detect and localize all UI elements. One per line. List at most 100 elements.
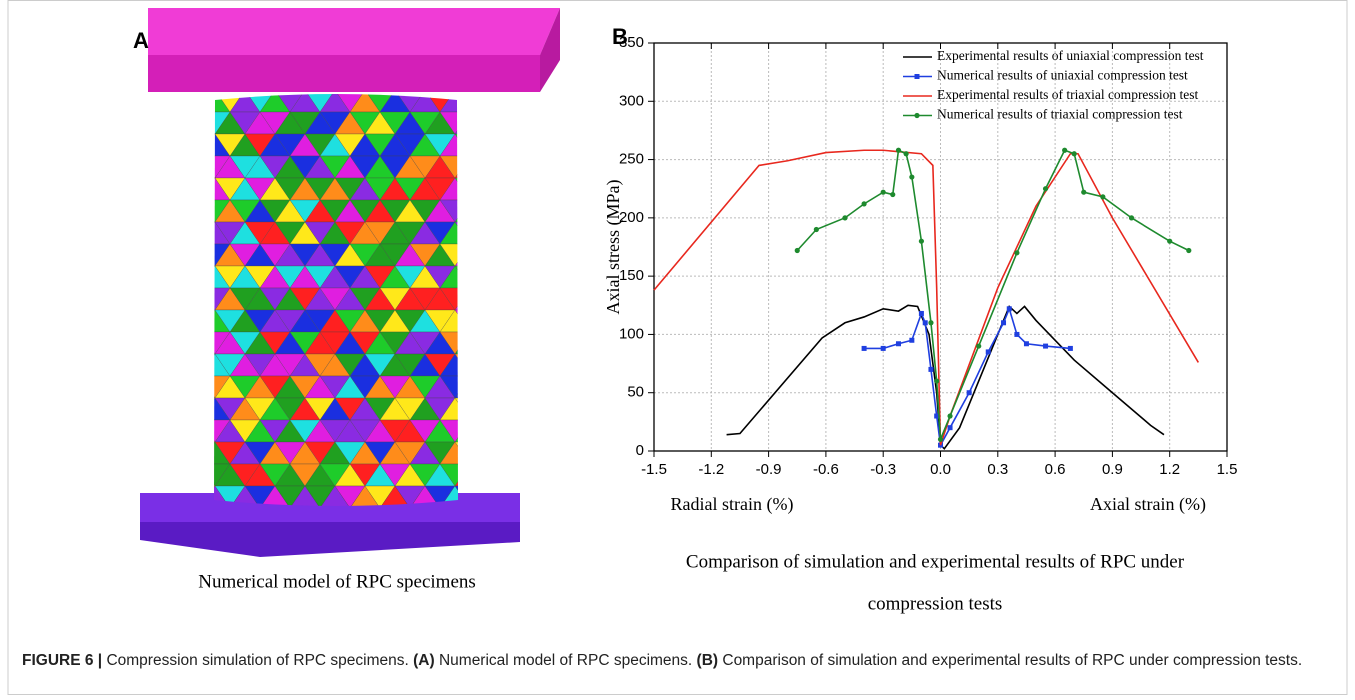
mesh-face bbox=[470, 288, 500, 310]
y-tick-label: 100 bbox=[619, 325, 644, 342]
mesh-face bbox=[185, 266, 215, 288]
marker bbox=[934, 378, 939, 383]
x-tick-label: -0.9 bbox=[756, 461, 782, 478]
mesh-face bbox=[170, 310, 200, 332]
marker bbox=[923, 320, 928, 325]
marker bbox=[919, 311, 924, 316]
mesh-face bbox=[185, 420, 215, 442]
marker bbox=[915, 74, 920, 79]
marker bbox=[795, 248, 800, 253]
mesh-face bbox=[470, 178, 500, 200]
marker bbox=[948, 425, 953, 430]
y-tick-label: 0 bbox=[636, 442, 644, 459]
mesh-face bbox=[455, 332, 485, 354]
y-tick-label: 250 bbox=[619, 151, 644, 168]
mesh-face bbox=[470, 266, 500, 288]
marker bbox=[928, 320, 933, 325]
marker bbox=[814, 227, 819, 232]
marker bbox=[938, 437, 943, 442]
mesh-face bbox=[455, 90, 485, 112]
mesh-face bbox=[500, 376, 530, 398]
mesh-face bbox=[455, 376, 485, 398]
mesh-face bbox=[185, 464, 215, 486]
mesh-face bbox=[470, 222, 500, 244]
mesh-face bbox=[470, 464, 500, 486]
mesh-face bbox=[170, 90, 200, 112]
marker bbox=[862, 346, 867, 351]
panel-label: A bbox=[133, 28, 149, 53]
x-tick-label: 1.2 bbox=[1159, 461, 1180, 478]
mesh-face bbox=[185, 288, 215, 310]
mesh-face bbox=[485, 354, 515, 376]
mesh-face bbox=[485, 112, 515, 134]
mesh-face bbox=[500, 288, 530, 310]
mesh-face bbox=[500, 332, 530, 354]
mesh-face bbox=[185, 376, 215, 398]
caption-part: Comparison of simulation and experimenta… bbox=[718, 652, 1302, 669]
marker bbox=[967, 390, 972, 395]
mesh-face bbox=[185, 354, 215, 376]
mesh-face bbox=[455, 244, 485, 266]
mesh-face bbox=[185, 178, 215, 200]
legend-label: Numerical results of uniaxial compressio… bbox=[937, 68, 1188, 83]
mesh-face bbox=[455, 178, 485, 200]
x-tick-label: 1.5 bbox=[1217, 461, 1238, 478]
mesh-face bbox=[500, 244, 530, 266]
marker bbox=[1068, 346, 1073, 351]
mesh-face bbox=[485, 376, 515, 398]
marker bbox=[909, 338, 914, 343]
mesh-face bbox=[455, 200, 485, 222]
x-tick-label: 0.6 bbox=[1045, 461, 1066, 478]
mesh-face bbox=[485, 178, 515, 200]
figure: A Numerical model of RPC specimens B Com… bbox=[0, 0, 1355, 700]
mesh-face bbox=[485, 90, 515, 112]
marker bbox=[947, 413, 952, 418]
mesh-face bbox=[455, 354, 485, 376]
mesh-face bbox=[185, 332, 215, 354]
marker bbox=[1024, 341, 1029, 346]
caption-part: (A) bbox=[413, 652, 435, 669]
legend-label: Experimental results of uniaxial compres… bbox=[937, 48, 1204, 63]
mesh-face bbox=[455, 112, 485, 134]
marker bbox=[881, 190, 886, 195]
mesh-face bbox=[470, 310, 500, 332]
mesh-face bbox=[485, 398, 515, 420]
mesh-face bbox=[185, 222, 215, 244]
marker bbox=[1043, 344, 1048, 349]
mesh-face bbox=[185, 310, 215, 332]
mesh-face bbox=[170, 442, 200, 464]
mesh-face bbox=[170, 266, 200, 288]
marker bbox=[1186, 248, 1191, 253]
marker bbox=[881, 346, 886, 351]
marker bbox=[1007, 306, 1012, 311]
series-line bbox=[797, 150, 1189, 439]
marker bbox=[1100, 194, 1105, 199]
mesh-face bbox=[485, 310, 515, 332]
caption-part: Numerical model of RPC specimens. bbox=[435, 652, 697, 669]
page: A Numerical model of RPC specimens B Com… bbox=[0, 0, 1355, 700]
mesh-face bbox=[485, 200, 515, 222]
legend-label: Experimental results of triaxial compres… bbox=[937, 87, 1199, 102]
mesh-face bbox=[170, 222, 200, 244]
mesh-face bbox=[470, 90, 500, 112]
mesh-face bbox=[470, 332, 500, 354]
mesh-face bbox=[485, 222, 515, 244]
marker bbox=[1043, 186, 1048, 191]
mesh-face bbox=[455, 420, 485, 442]
mesh-face bbox=[455, 156, 485, 178]
mesh-face bbox=[170, 178, 200, 200]
mesh-face bbox=[500, 112, 530, 134]
mesh-face bbox=[470, 200, 500, 222]
marker bbox=[1072, 151, 1077, 156]
mesh-face bbox=[485, 288, 515, 310]
mesh-face bbox=[455, 222, 485, 244]
marker bbox=[842, 215, 847, 220]
marker bbox=[890, 192, 895, 197]
top-plate-front bbox=[148, 55, 540, 92]
marker bbox=[1014, 250, 1019, 255]
mesh-face bbox=[485, 332, 515, 354]
mesh-face bbox=[455, 288, 485, 310]
mesh-face bbox=[470, 244, 500, 266]
mesh-face bbox=[455, 310, 485, 332]
top-plate-top bbox=[148, 8, 560, 55]
